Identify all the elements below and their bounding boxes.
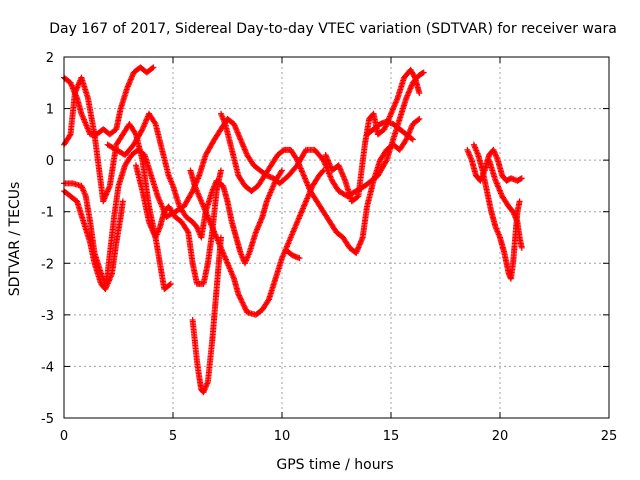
data-point (278, 168, 285, 175)
data-point (279, 167, 285, 174)
data-point (409, 136, 416, 143)
data-point (408, 135, 415, 142)
data-point (235, 291, 242, 298)
data-point (217, 234, 224, 241)
data-point (419, 70, 426, 77)
data-track (464, 146, 525, 184)
x-tick-label: 0 (60, 429, 68, 444)
y-tick-label: -3 (41, 309, 54, 324)
data-track (486, 157, 525, 251)
data-point (167, 280, 174, 287)
data-point (240, 300, 247, 307)
data-point (416, 115, 423, 122)
data-point (149, 65, 156, 72)
axes-layer: 0 5 10 15 20 25 -5 -4 -3 -2 -1 0 1 2 (41, 51, 617, 444)
data-layer (61, 64, 525, 396)
data-track (217, 110, 423, 256)
y-tick-label: 0 (46, 154, 54, 169)
data-point (265, 297, 272, 304)
data-point (415, 116, 422, 123)
data-point (184, 228, 191, 235)
y-tick-label: -5 (41, 412, 54, 427)
y-tick-label: 2 (46, 51, 54, 66)
x-tick-label: 5 (169, 429, 177, 444)
data-point (119, 198, 126, 205)
y-tick-label: -1 (41, 206, 54, 221)
data-point (66, 132, 73, 139)
data-point (150, 64, 157, 71)
data-point (319, 168, 326, 175)
data-point (320, 167, 327, 174)
data-point (518, 175, 525, 182)
data-track (104, 110, 285, 267)
data-point (516, 198, 523, 205)
data-point (237, 295, 244, 302)
y-tick-label: -4 (41, 360, 54, 375)
grid-layer (64, 57, 609, 418)
data-point (296, 255, 303, 262)
x-tick-label: 25 (601, 429, 618, 444)
data-point (420, 69, 427, 76)
data-point (242, 305, 249, 312)
plot-frame (63, 56, 610, 419)
data-point (411, 73, 418, 80)
data-point (132, 130, 139, 137)
x-axis-title: GPS time / hours (276, 457, 393, 473)
x-tick-label: 20 (492, 429, 509, 444)
data-point (241, 303, 248, 310)
y-tick-label: -2 (41, 257, 54, 272)
data-point (238, 298, 245, 305)
data-track (283, 247, 303, 262)
chart-title: Day 167 of 2017, Sidereal Day-to-day VTE… (49, 21, 617, 37)
data-point (236, 294, 243, 301)
data-point (138, 127, 145, 134)
data-point (166, 281, 173, 288)
data-point (416, 90, 423, 97)
data-track (61, 64, 157, 138)
data-track (364, 118, 416, 143)
data-point (382, 158, 389, 165)
y-tick-label: 1 (46, 103, 54, 118)
data-point (188, 189, 195, 196)
y-axis-title: SDTVAR / TECUs (7, 182, 23, 297)
data-point (242, 306, 249, 313)
data-point (238, 296, 245, 303)
data-point (239, 299, 246, 306)
data-track (189, 234, 224, 396)
data-point (151, 119, 158, 126)
x-tick-label: 10 (274, 429, 291, 444)
data-point (517, 175, 524, 182)
data-point (236, 292, 243, 299)
data-point (217, 167, 224, 174)
data-point (240, 302, 247, 309)
x-tick-label: 15 (383, 429, 400, 444)
data-point (518, 244, 525, 251)
